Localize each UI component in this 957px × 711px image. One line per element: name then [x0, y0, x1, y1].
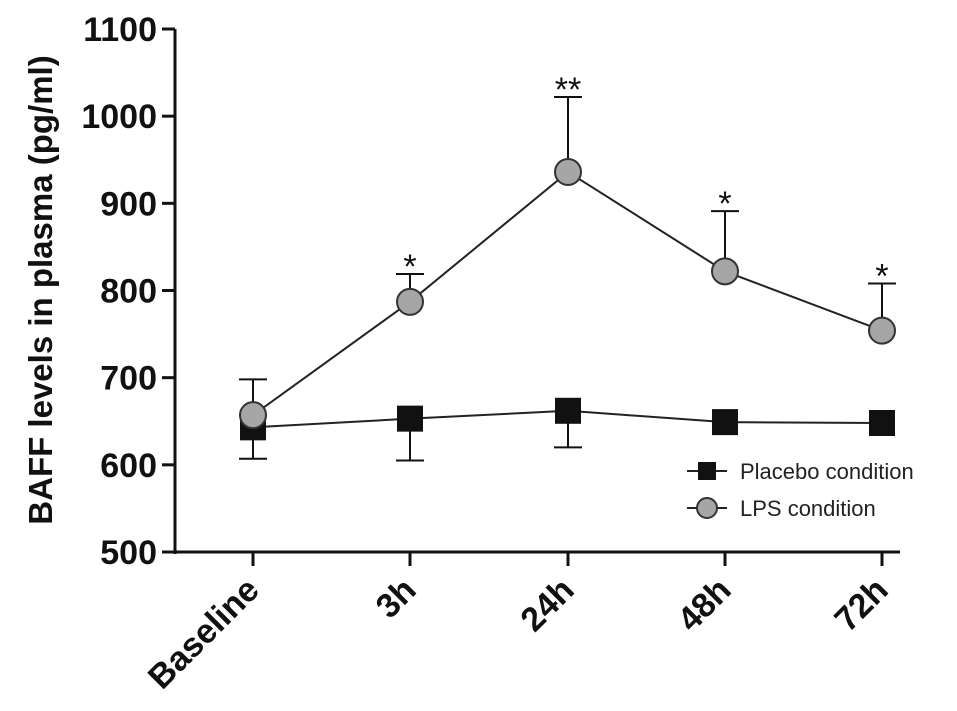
x-tick-label: 48h [670, 571, 738, 639]
y-tick-label: 800 [100, 273, 157, 311]
y-tick-label: 600 [100, 447, 157, 485]
series-line-lps [252, 170, 883, 416]
x-tick-label: 72h [827, 571, 895, 639]
series-layer: ***** [239, 71, 896, 462]
legend-lps-label: LPS condition [740, 496, 876, 521]
y-tick-label: 700 [100, 360, 157, 398]
placebo-point [869, 409, 895, 436]
legend-placebo-label: Placebo condition [740, 459, 914, 484]
significance-marker: ** [555, 71, 581, 109]
y-tick-label: 500 [100, 534, 157, 572]
placebo-point [555, 397, 581, 424]
placebo-point [712, 409, 738, 436]
y-tick-label: 1000 [81, 98, 157, 136]
y-axis: 500 600 700 800 900 1000 1100 [81, 11, 177, 572]
lps-point [554, 157, 582, 186]
lps-point [711, 257, 739, 286]
x-axis: Baseline 3h 24h 48h 72h [141, 550, 900, 697]
lps-point [239, 401, 267, 430]
x-tick-label: 24h [513, 571, 581, 639]
legend-lps-marker [696, 497, 718, 519]
significance-marker: * [403, 248, 416, 286]
lps-point [396, 287, 424, 316]
significance-marker: * [718, 185, 731, 223]
x-tick-label: Baseline [141, 571, 267, 697]
legend: Placebo condition LPS condition [687, 459, 914, 521]
lps-point [868, 316, 896, 345]
y-axis-title: BAFF levels in plasma (pg/ml) [22, 55, 59, 524]
significance-marker: * [875, 258, 888, 296]
placebo-point [397, 405, 423, 432]
x-tick-label: 3h [369, 571, 424, 626]
y-tick-label: 1100 [83, 11, 157, 49]
legend-placebo-marker [698, 462, 716, 480]
y-tick-label: 900 [100, 185, 157, 223]
